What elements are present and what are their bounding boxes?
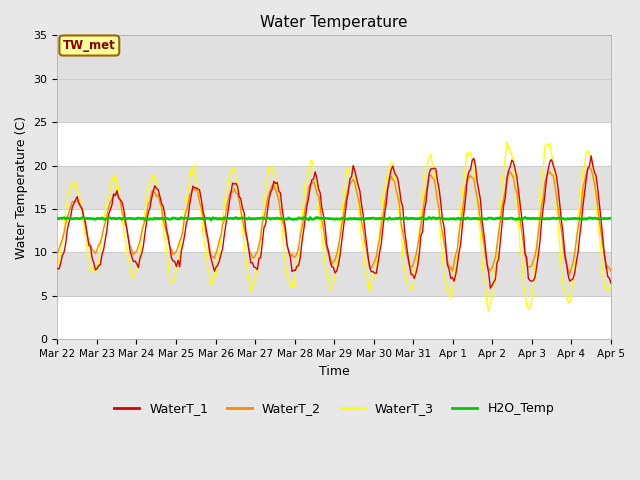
Bar: [58, 252, 611, 296]
Bar: [58, 166, 611, 209]
Text: TW_met: TW_met: [63, 39, 116, 52]
Bar: [58, 36, 611, 122]
X-axis label: Time: Time: [319, 365, 349, 378]
Legend: WaterT_1, WaterT_2, WaterT_3, H2O_Temp: WaterT_1, WaterT_2, WaterT_3, H2O_Temp: [109, 397, 559, 420]
Y-axis label: Water Temperature (C): Water Temperature (C): [15, 116, 28, 259]
Title: Water Temperature: Water Temperature: [260, 15, 408, 30]
